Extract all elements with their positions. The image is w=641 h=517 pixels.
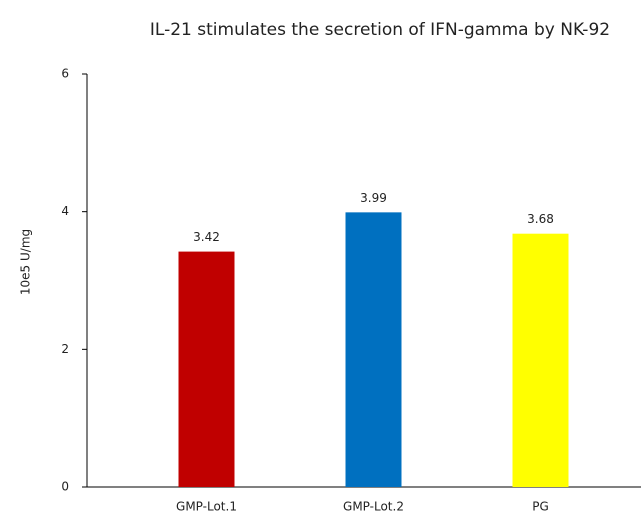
chart-title: IL-21 stimulates the secretion of IFN-ga… <box>150 20 610 40</box>
data-label: 3.42 <box>193 230 220 244</box>
bar <box>178 251 235 487</box>
y-tick-label: 0 <box>61 480 69 494</box>
bar <box>345 212 402 488</box>
data-label: 3.99 <box>360 191 387 205</box>
x-tick-label: PG <box>532 500 549 514</box>
x-tick-label: GMP-Lot.2 <box>343 500 404 514</box>
data-label: 3.68 <box>527 212 554 226</box>
y-tick-label: 4 <box>61 204 69 218</box>
y-tick-label: 6 <box>61 67 69 81</box>
bar <box>512 233 569 487</box>
x-tick-label: GMP-Lot.1 <box>176 500 237 514</box>
y-tick-label: 2 <box>61 342 69 356</box>
y-axis-label: 10e5 U/mg <box>19 229 33 295</box>
